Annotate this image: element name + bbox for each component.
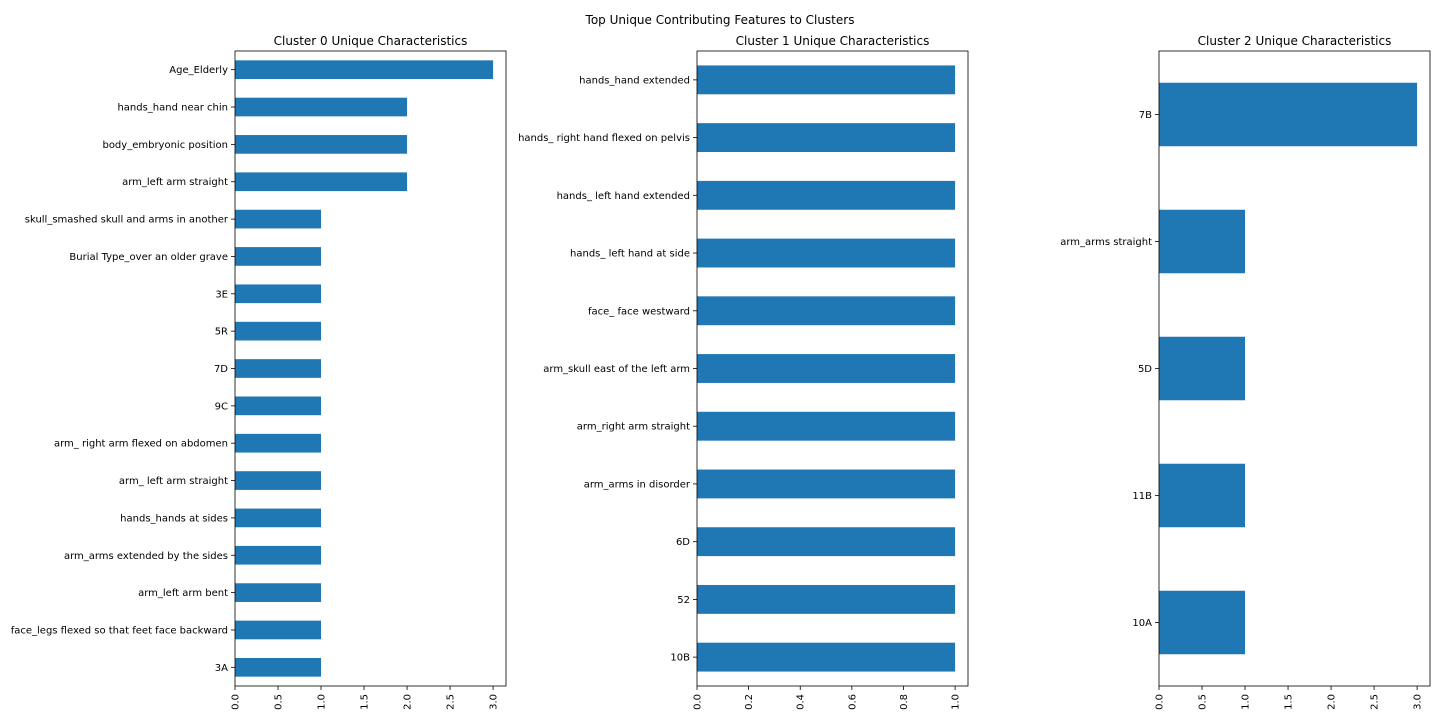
bar (697, 584, 956, 614)
panel-title: Cluster 0 Unique Characteristics (274, 34, 468, 48)
bar (235, 620, 322, 640)
panel-title: Cluster 1 Unique Characteristics (736, 34, 930, 48)
bar (1159, 336, 1246, 401)
bar (1159, 590, 1246, 655)
y-tick-label: 10B (670, 653, 690, 664)
y-tick-label: 5R (215, 327, 228, 338)
x-tick-label: 2.5 (1370, 694, 1381, 710)
y-tick-label: Burial Type_over an older grave (69, 252, 228, 263)
bar (235, 545, 322, 565)
y-tick-label: hands_hand near chin (117, 103, 228, 114)
bar (235, 135, 408, 154)
bar (235, 97, 408, 117)
x-tick-label: 2.5 (446, 694, 457, 710)
y-tick-label: hands_ left hand at side (570, 249, 690, 260)
bar (697, 642, 956, 672)
bar (697, 296, 956, 326)
chart-panel-cluster-2: Cluster 2 Unique Characteristics 7B arm_ar… (1060, 34, 1431, 710)
bar (697, 354, 956, 383)
x-tick-label: 3.0 (489, 694, 500, 710)
y-tick-label: 7B (1139, 110, 1152, 121)
y-tick-label: 3E (215, 289, 228, 300)
y-tick-label: 5D (1138, 364, 1152, 375)
y-tick-label: body_embryonic position (102, 140, 228, 151)
x-tick-label: 0.5 (1198, 694, 1209, 710)
x-tick-label: 1.5 (360, 694, 371, 710)
x-tick-label: 2.0 (403, 694, 414, 710)
x-tick-label: 1.0 (1241, 694, 1252, 710)
x-tick-label: 0.8 (899, 694, 910, 710)
y-tick-label: 7D (214, 364, 228, 375)
plot-frame (1158, 50, 1431, 687)
bar (235, 321, 322, 341)
bar (1159, 463, 1246, 528)
y-tick-label: 11B (1132, 491, 1152, 502)
y-tick-label: arm_skull east of the left arm (543, 364, 690, 375)
bar (235, 583, 322, 602)
y-tick-label: 9C (215, 401, 228, 412)
bar (697, 238, 956, 268)
bar (1159, 209, 1246, 274)
figure-title: Top Unique Contributing Features to Clus… (585, 13, 855, 27)
y-tick-label: arm_arms extended by the sides (64, 551, 228, 562)
y-tick-label: face_legs flexed so that feet face backw… (11, 625, 228, 636)
bar (697, 180, 956, 210)
y-tick-label: arm_arms in disorder (584, 479, 691, 490)
y-tick-label: arm_left arm bent (138, 588, 228, 599)
x-tick-label: 0.4 (796, 694, 807, 710)
y-tick-label: arm_right arm straight (577, 422, 690, 433)
bar (235, 247, 322, 266)
bar (697, 527, 956, 557)
y-tick-label: hands_hands at sides (120, 513, 228, 524)
bar (697, 469, 956, 499)
y-tick-label: 6D (676, 537, 690, 548)
chart-panel-cluster-1: Cluster 1 Unique Characteristics hands_ha… (518, 34, 969, 710)
bar (235, 508, 322, 528)
y-tick-label: hands_hand extended (579, 75, 690, 86)
bar (235, 284, 322, 304)
bar (235, 359, 322, 378)
x-tick-label: 2.0 (1327, 694, 1338, 710)
x-tick-label: 0.0 (1155, 694, 1166, 710)
x-tick-label: 0.5 (274, 694, 285, 710)
plot-frame (696, 50, 969, 687)
bar (235, 396, 322, 416)
x-tick-label: 1.5 (1284, 694, 1295, 710)
chart-panel-cluster-0: Cluster 0 Unique Characteristics Age_Elde… (11, 34, 507, 710)
y-tick-label: Age_Elderly (169, 65, 228, 76)
x-tick-label: 1.0 (951, 694, 962, 710)
y-tick-label: arm_ right arm flexed on abdomen (54, 439, 228, 450)
bar (235, 172, 408, 192)
bar (1159, 82, 1418, 147)
bar (235, 60, 494, 80)
bar (235, 433, 322, 453)
y-tick-label: arm_arms straight (1060, 237, 1152, 248)
bar (697, 411, 956, 441)
y-tick-label: hands_ right hand flexed on pelvis (518, 133, 690, 144)
panel-title: Cluster 2 Unique Characteristics (1198, 34, 1392, 48)
x-tick-label: 0.6 (847, 694, 858, 710)
plot-frame (234, 50, 507, 687)
x-tick-label: 0.2 (744, 694, 755, 710)
x-tick-label: 3.0 (1413, 694, 1424, 710)
y-tick-label: 3A (215, 663, 228, 674)
y-tick-label: skull_smashed skull and arms in another (25, 215, 229, 226)
y-tick-label: 10A (1132, 618, 1152, 629)
x-tick-label: 0.0 (231, 694, 242, 710)
bar (235, 471, 322, 490)
x-tick-label: 0.0 (693, 694, 704, 710)
x-tick-label: 1.0 (317, 694, 328, 710)
bar (697, 123, 956, 153)
bar (235, 209, 322, 229)
y-tick-label: face_ face westward (588, 306, 690, 317)
y-tick-label: arm_ left arm straight (119, 476, 228, 487)
bar (235, 657, 322, 677)
y-tick-label: 52 (677, 595, 690, 606)
y-tick-label: arm_left arm straight (122, 177, 228, 188)
y-tick-label: hands_ left hand extended (557, 191, 690, 202)
bar (697, 65, 956, 95)
